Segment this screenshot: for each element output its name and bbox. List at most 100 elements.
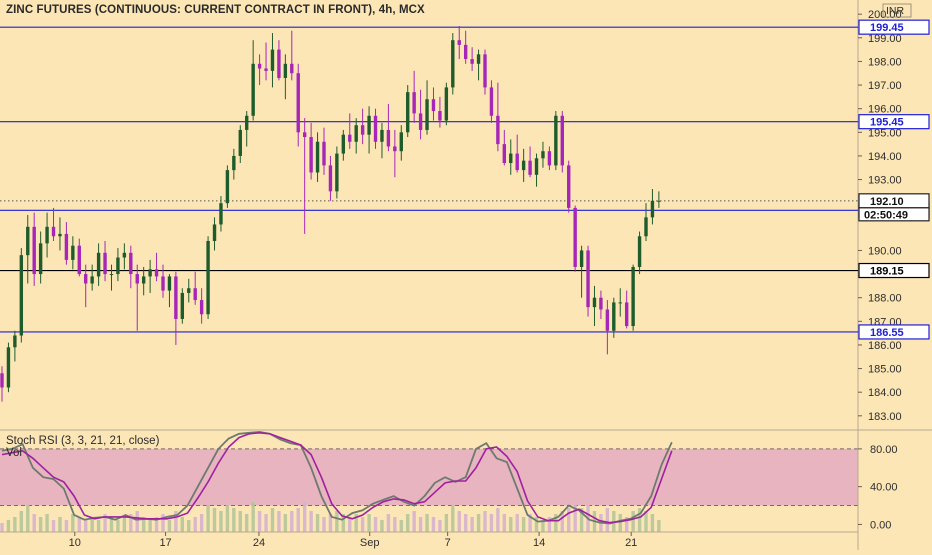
volume-bar [579,508,584,532]
volume-bar [367,514,371,532]
volume-bar [509,517,513,532]
volume-bar [438,520,442,532]
candle-body [599,297,603,310]
volume-bar [457,511,461,532]
level-tag-label: 199.45 [870,22,904,34]
volume-bar [180,517,185,532]
volume-bar [618,514,622,532]
candle-body [58,233,62,237]
price-tick-label: 183.00 [868,411,902,423]
price-tick-label: 195.00 [868,127,902,139]
volume-bar [335,511,339,532]
volume-bar [38,517,43,532]
volume-bar [631,511,635,532]
candle-body [135,274,139,284]
candle-body [283,63,288,78]
candle-body [657,200,661,202]
candle-body [167,276,172,291]
chart-title: ZINC FUTURES (CONTINUOUS: CURRENT CONTRA… [6,4,425,16]
volume-bar [122,517,127,532]
candle-body [554,115,558,166]
volume-bar [129,514,133,532]
candle-body [573,207,577,267]
candle-body [457,40,461,45]
volume-bar [489,514,494,532]
candle-body [644,217,648,237]
candle-body [547,151,552,166]
candle-body [6,347,11,388]
volume-bar [418,517,423,532]
volume-bar [412,511,416,532]
candle-body [232,155,236,171]
volume-bar [270,508,275,532]
volume-bar [161,514,165,532]
candle-body [251,63,255,116]
candle-body [245,115,249,130]
candle-body [451,40,455,88]
volume-bar [431,517,436,532]
candle-body [605,309,610,331]
volume-bar [341,514,346,532]
volume-bar [219,511,223,532]
time-tick-label: 10 [69,537,81,549]
candle-body [534,158,539,175]
volume-bar [425,514,429,532]
candle-body [341,134,346,154]
volume-bar [354,514,358,532]
level-tag-label: 195.45 [870,117,904,129]
candle-body [418,113,423,130]
volume-bar [6,520,11,532]
candle-body [206,240,210,315]
candle-body [180,292,185,319]
time-tick-label: 14 [533,537,545,549]
volume-bar [232,508,236,532]
candle-body [51,226,56,237]
candle-body [431,99,436,112]
price-tick-label: 200.00 [868,9,902,21]
volume-bar [309,511,313,532]
stoch-tick-label: 80.00 [870,444,898,456]
volume-bar [380,520,384,532]
currency-box [882,3,912,18]
volume-bar [650,514,655,532]
volume-bar [206,505,210,532]
candle-body [489,87,494,116]
volume-bar [19,511,24,532]
volume-bar [554,514,558,532]
currency-label: INR [886,5,905,17]
volume-bar [386,514,391,532]
candle-body [322,141,326,166]
candle-body [515,153,519,171]
volume-bar [238,511,242,532]
candle-body [624,302,629,327]
candle-body [161,276,165,291]
candle-body [380,129,384,142]
volume-bar [148,520,152,532]
volume-bar [64,520,69,532]
candle-body [637,236,642,267]
volume-bar [245,514,249,532]
volume-bar [13,517,17,532]
volume-bar [84,520,88,532]
candle-body [212,224,217,241]
volume-bar [51,520,56,532]
price-tick-label: 188.00 [868,293,902,305]
candle-body [367,115,371,135]
candle-body [399,132,403,152]
volume-bar [77,517,81,532]
indicator-title: Stoch RSI (3, 3, 21, 21, close) [6,435,160,447]
price-tick-label: 196.00 [868,104,902,116]
volume-bar [322,517,326,532]
candle-body [579,250,584,267]
candle-body [438,111,442,121]
candle-body [96,252,101,277]
volume-bar [521,517,526,532]
candle-body [187,288,191,293]
volume-bar [373,517,378,532]
volume-bar [463,514,468,532]
volume-bar [193,517,197,532]
volume-bar [0,523,4,532]
candle-body [109,274,114,276]
volume-bar [187,520,191,532]
